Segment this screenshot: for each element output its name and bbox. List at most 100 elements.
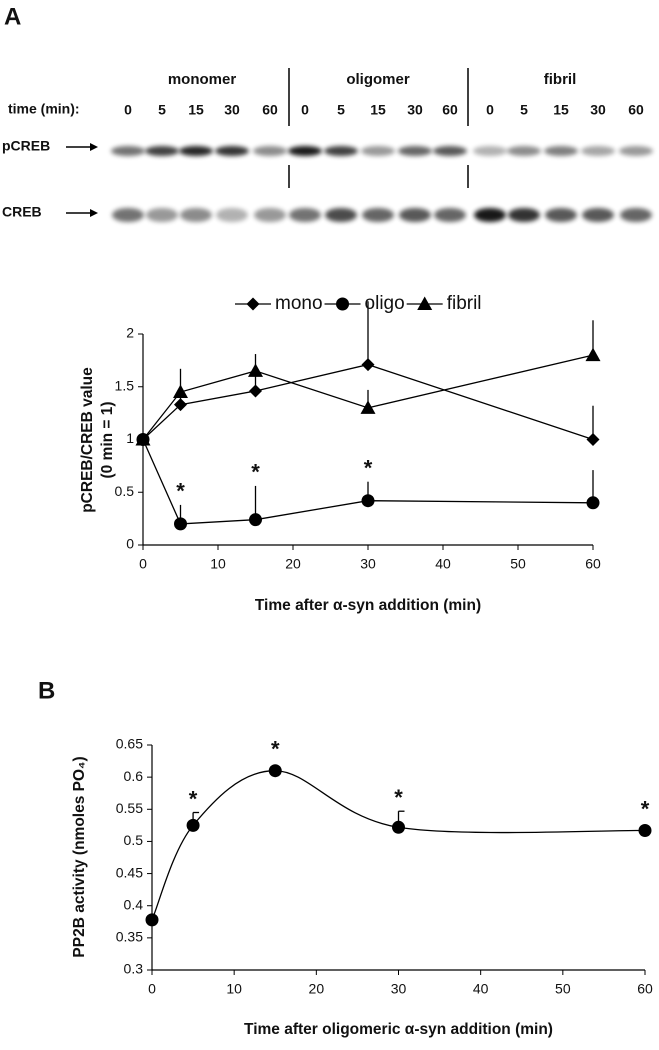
panel-label: A [4,3,21,30]
band [507,146,541,156]
band [620,208,652,222]
legend-label: mono [275,293,323,314]
band [288,146,322,156]
blot-lane-label: 0 [486,102,494,118]
marker [174,398,187,412]
x-axis-label: Time after oligomeric α-syn addition (mi… [244,1021,553,1038]
significance-label: * [364,456,373,481]
blot-lane-label: 60 [262,102,278,118]
x-tick-label: 20 [309,981,325,997]
band [325,208,357,222]
y-tick-label: 2 [126,325,134,341]
band [112,208,144,222]
x-tick-label: 60 [585,556,601,572]
band [433,146,467,156]
band [324,146,358,156]
band [362,208,394,222]
x-tick-label: 40 [473,981,489,997]
y-axis-label: PP2B activity (nmoles PO₄) [71,756,88,957]
marker [135,432,151,446]
marker [360,400,376,414]
marker [392,820,405,834]
marker [417,296,433,310]
band [146,208,178,222]
y-tick-label: 0.5 [124,832,144,848]
blot-row-label: CREB [2,204,42,220]
significance-label: * [641,796,650,821]
band [254,208,286,222]
marker [249,513,262,527]
significance-label: * [271,737,280,762]
marker [249,384,262,398]
chart: 0.3 0.35 0.4 0.45 0.5 0.55 0.6 0.65 0 10 20 30 40 50 6… [71,736,653,1038]
y-tick-label: 0.55 [116,800,143,816]
x-tick-label: 30 [360,556,376,572]
blot-lane-label: 30 [407,102,423,118]
y-tick-label: 0 [126,536,134,552]
marker [246,297,260,311]
band [180,208,212,222]
band [619,146,653,156]
y-tick-label: 1 [126,430,134,446]
western-blot: time (min): monomer 0 5 15 30 60 oligomer 0 5 15 30… [2,68,653,222]
band [474,208,506,222]
band [508,208,540,222]
band [145,146,179,156]
blot-time-label: time (min): [8,101,80,117]
band [581,146,615,156]
significance-label: * [251,460,260,485]
marker [586,496,600,510]
arrow-head [90,143,98,151]
x-tick-label: 20 [285,556,301,572]
x-tick-label: 60 [637,981,653,997]
marker [173,384,188,399]
blot-lane-label: 60 [628,102,644,118]
x-tick-label: 10 [226,981,242,997]
y-tick-label: 0.65 [116,736,143,752]
marker [186,818,200,832]
band [215,146,249,156]
x-tick-label: 0 [139,556,147,572]
blot-lane-label: 0 [301,102,309,118]
blot-lane-label: 5 [337,102,345,118]
y-axis-label: pCREB/CREB value [79,367,96,513]
blot-lane-label: 15 [370,102,386,118]
marker [336,297,350,311]
legend-label: fibril [447,293,482,314]
band [111,146,145,156]
y-tick-label: 0.45 [116,864,143,880]
y-tick-label: 0.6 [124,768,144,784]
band [289,208,321,222]
blot-lane-label: 15 [553,102,569,118]
marker [361,494,375,508]
band [179,146,213,156]
x-axis-label: Time after α-syn addition (min) [255,597,481,614]
marker [586,433,600,446]
marker [145,913,159,927]
significance-label: * [189,786,198,811]
blot-lane-label: 15 [188,102,204,118]
band [544,146,578,156]
legend-label: oligo [365,293,405,314]
marker [361,358,375,372]
marker [638,824,652,837]
y-tick-label: 0.4 [124,896,144,912]
x-tick-label: 10 [210,556,226,572]
band [399,208,431,222]
band [434,208,466,222]
y-axis-label: (0 min = 1) [99,401,116,478]
blot-group-label: oligomer [346,71,410,88]
blot-group-label: fibril [544,71,577,88]
x-tick-label: 50 [510,556,526,572]
band [582,208,614,222]
band [398,146,432,156]
significance-label: * [394,785,403,810]
blot-group-label: monomer [168,71,237,88]
blot-lane-label: 5 [520,102,528,118]
band [361,146,395,156]
panel-label: B [38,677,55,704]
x-tick-label: 40 [435,556,451,572]
blot-lane-label: 30 [590,102,606,118]
marker [174,517,187,531]
